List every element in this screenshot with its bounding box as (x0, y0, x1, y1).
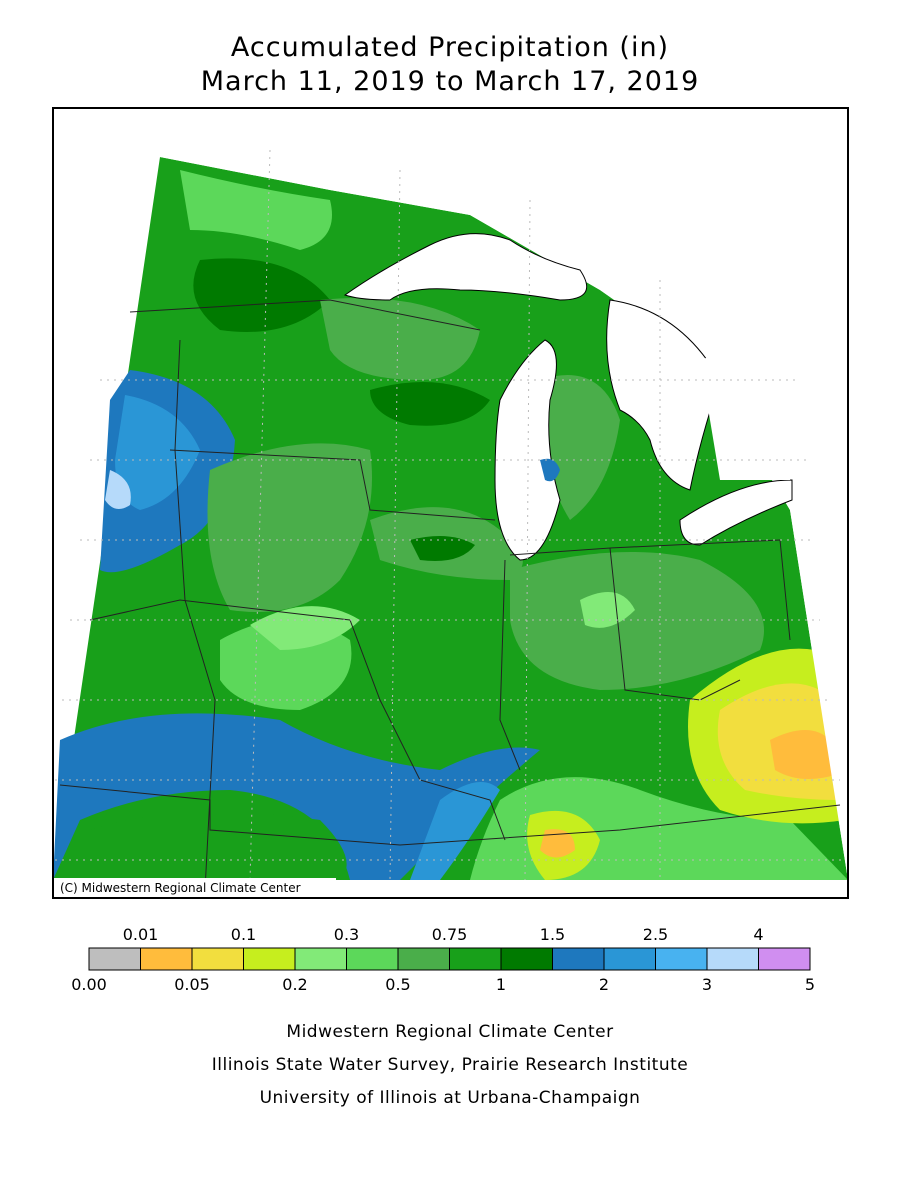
legend-label: 0.2 (282, 975, 307, 994)
legend-label: 0.5 (385, 975, 410, 994)
precip-area (770, 730, 835, 779)
state-border (499, 559, 521, 771)
legend-label: 0.75 (432, 925, 468, 944)
lake-erie (679, 479, 793, 546)
state-border (169, 449, 496, 521)
legend-swatch (397, 947, 450, 971)
title-line: Accumulated Precipitation (in) (231, 32, 669, 63)
legend-label: 1 (496, 975, 506, 994)
legend-swatch (603, 947, 656, 971)
legend-swatch (294, 947, 347, 971)
legend-label: 5 (805, 975, 815, 994)
lake-huron (606, 299, 721, 491)
legend-label: 3 (702, 975, 712, 994)
graticule (249, 149, 661, 881)
legend-label: 0.01 (123, 925, 159, 944)
precip-area (510, 552, 764, 690)
legend-label: 0.3 (334, 925, 359, 944)
canada (700, 330, 790, 480)
legend-label: 2 (599, 975, 609, 994)
legend-swatch (552, 947, 605, 971)
state-border (89, 599, 506, 841)
lake-michigan (494, 339, 561, 561)
legend-swatch (346, 947, 399, 971)
legend-swatch (88, 947, 141, 971)
precip-area (540, 458, 560, 482)
footer-line: University of Illinois at Urbana-Champai… (260, 1088, 641, 1108)
legend-swatch (140, 947, 193, 971)
legend-label: 0.1 (231, 925, 256, 944)
footer-line: Midwestern Regional Climate Center (286, 1022, 613, 1042)
map: (C) Midwestern Regional Climate Center (52, 107, 849, 899)
precip-area (115, 395, 200, 510)
lake-superior (343, 233, 588, 301)
precip-area (580, 592, 635, 628)
credit: (C) Midwestern Regional Climate Center (60, 881, 301, 895)
precip-area (370, 382, 490, 426)
legend-swatch (449, 947, 502, 971)
precip-area (105, 470, 131, 509)
legend-label: 1.5 (540, 925, 565, 944)
legend-label: 0.00 (71, 975, 107, 994)
precip-area (193, 258, 330, 332)
state-border (779, 539, 791, 641)
title-line: March 11, 2019 to March 17, 2019 (201, 66, 700, 97)
precip-area (53, 713, 540, 880)
precip-area (410, 782, 500, 880)
legend: 0.00 0.01 0.05 0.1 0.2 0.3 0.5 0.75 1 1.5 2 2.5 3 4 5 (71, 925, 815, 994)
legend-label: 0.05 (174, 975, 210, 994)
precip-area (80, 812, 347, 880)
precip-area (540, 375, 620, 520)
credit-box (54, 878, 336, 897)
graticule (55, 379, 845, 861)
legend-swatch (655, 947, 708, 971)
precip-area (180, 170, 332, 250)
state-border (129, 299, 481, 331)
legend-swatch (500, 947, 553, 971)
legend-swatch (243, 947, 296, 971)
legend-swatch (191, 947, 244, 971)
precip-area (250, 606, 360, 650)
footer-line: Illinois State Water Survey, Prairie Res… (212, 1055, 688, 1075)
state-border (509, 547, 741, 701)
state-border (609, 539, 781, 549)
legend-swatch (758, 947, 811, 971)
outside-area (53, 108, 848, 880)
legend-label: 2.5 (643, 925, 668, 944)
legend-swatch (706, 947, 759, 971)
state-border (174, 339, 216, 891)
precip-area (320, 298, 480, 380)
precip-area (540, 829, 575, 858)
legend-label: 4 (753, 925, 763, 944)
state-border (59, 784, 841, 846)
precip-area (410, 536, 475, 561)
precip-area (207, 443, 372, 612)
map-frame (52, 107, 849, 899)
